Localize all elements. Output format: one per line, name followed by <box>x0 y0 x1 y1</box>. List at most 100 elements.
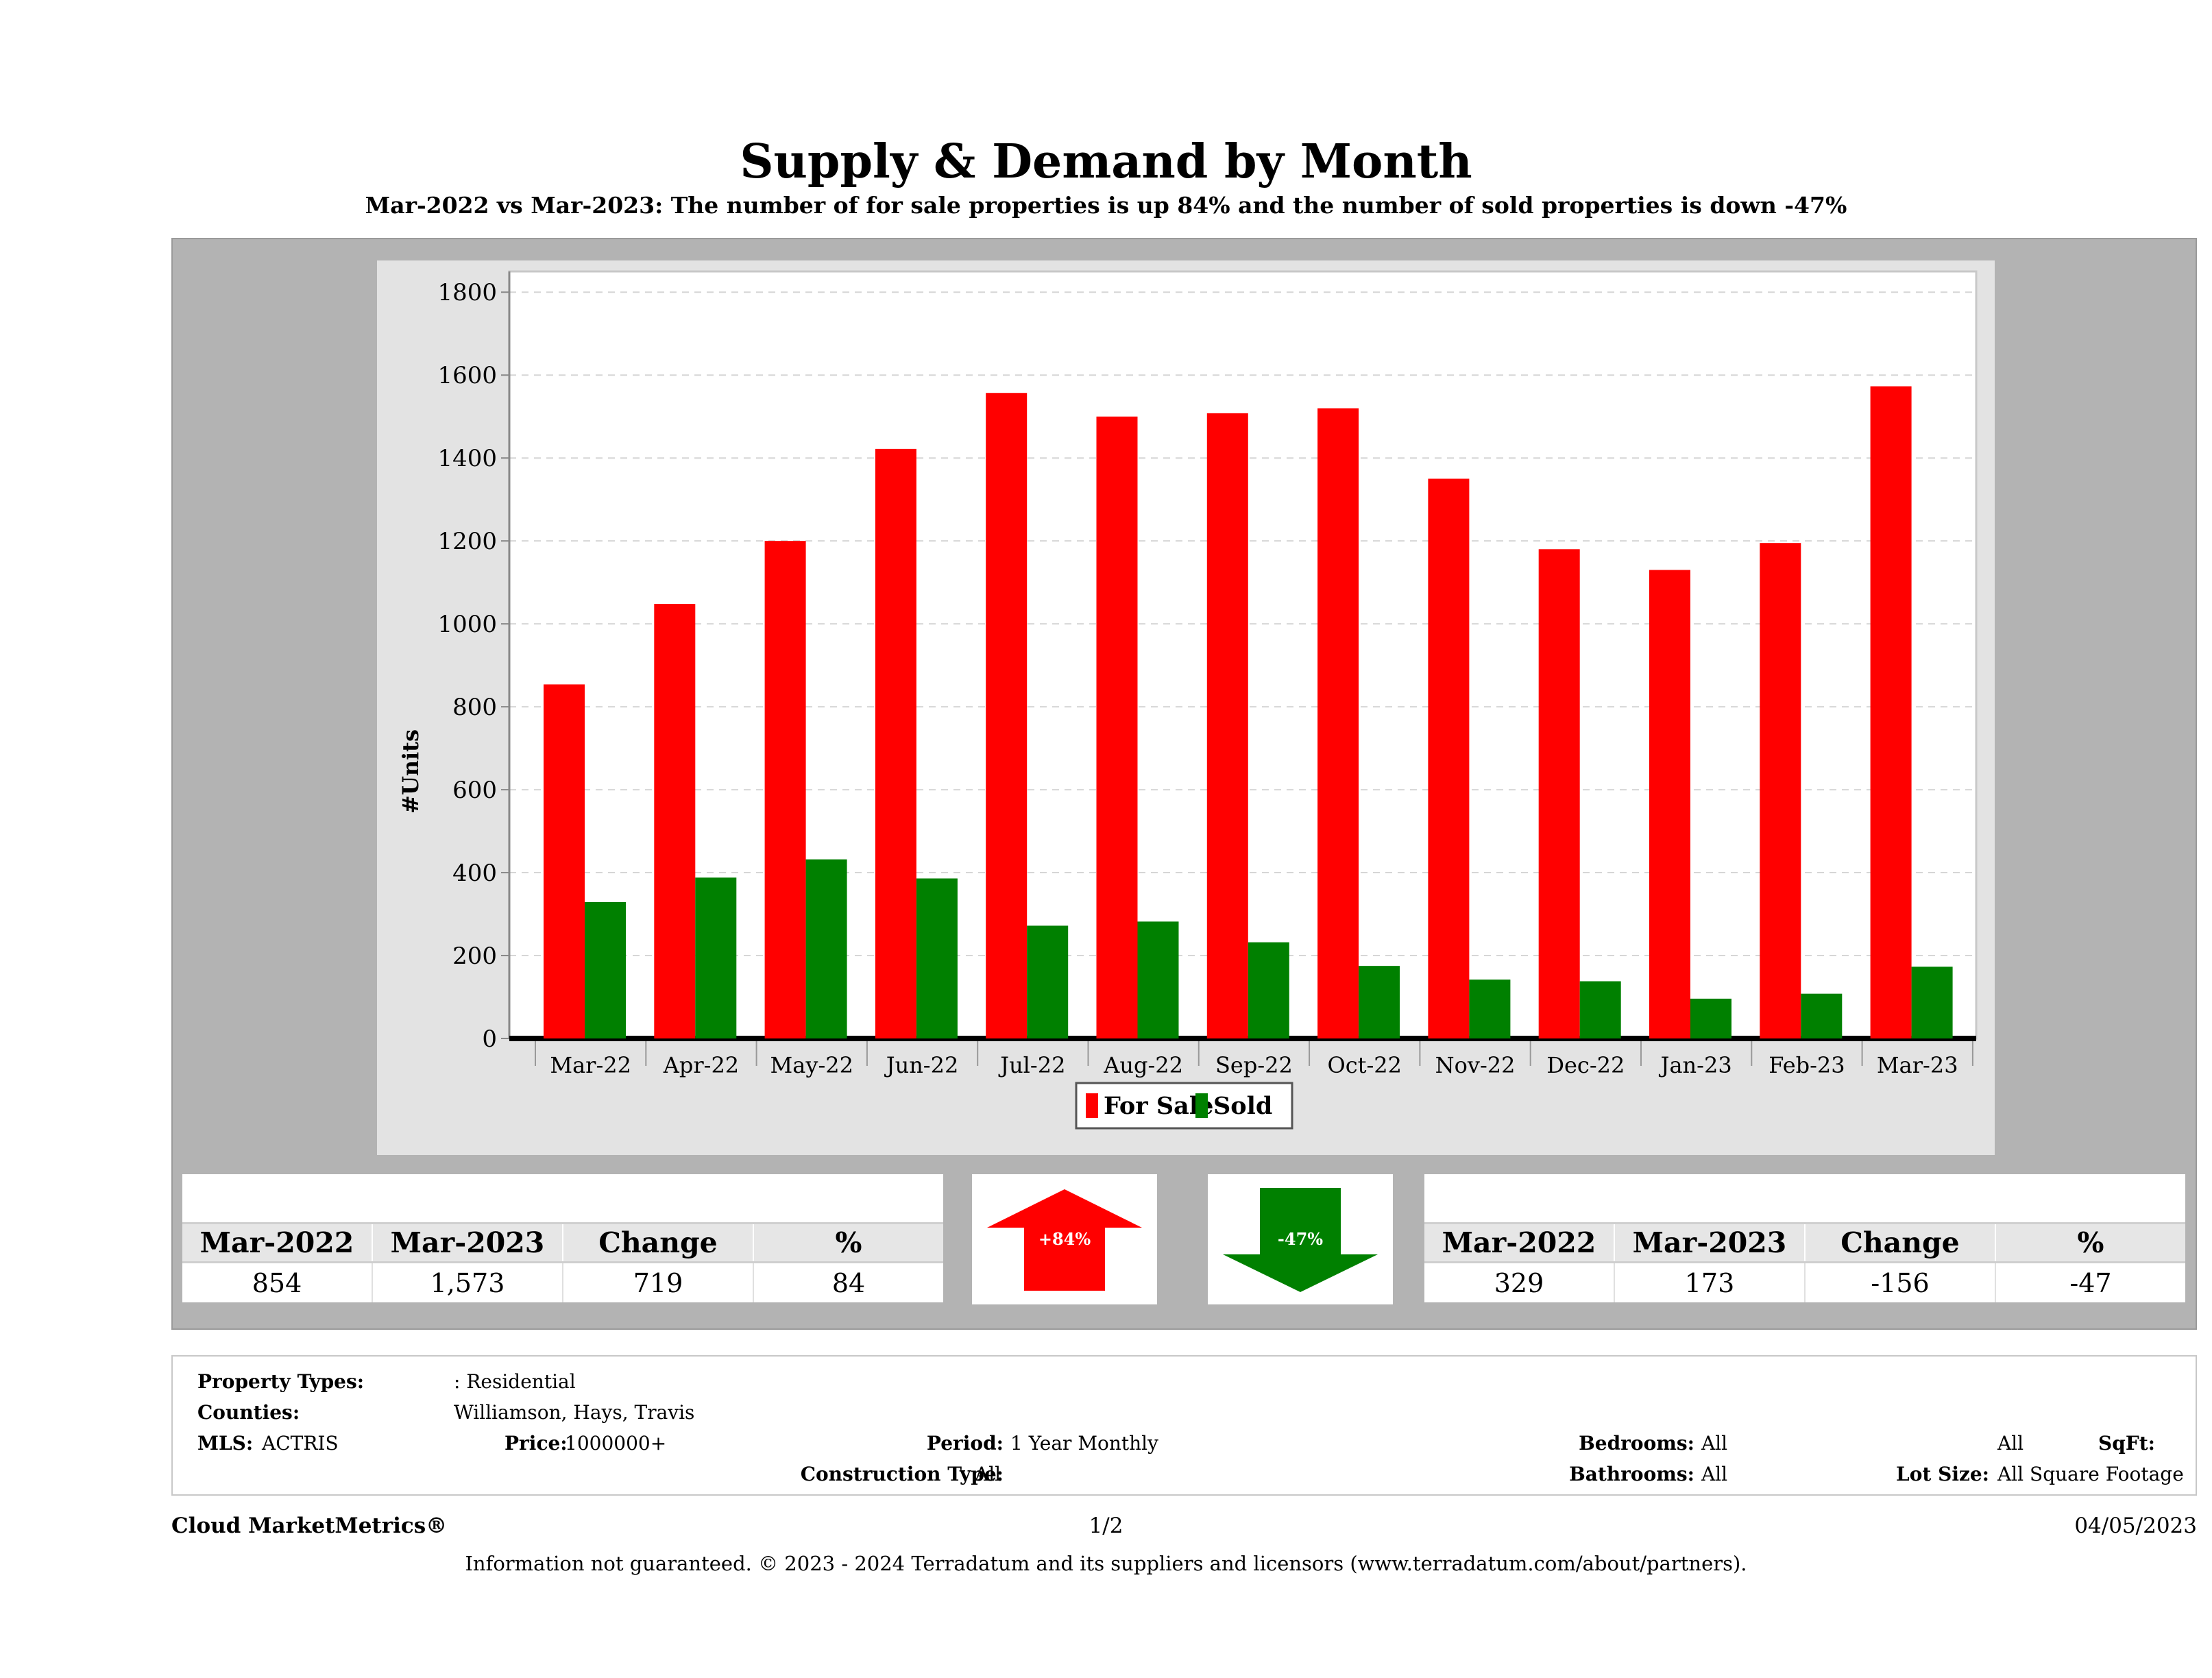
report-subtitle: Mar-2022 vs Mar-2023: The number of for … <box>365 192 1847 219</box>
mls-label: MLS: <box>197 1432 254 1455</box>
value-cell: 1,573 <box>372 1263 562 1302</box>
for-sale-stats-table: Mar-2022 Mar-2023 Change % 854 1,573 719… <box>182 1174 943 1302</box>
legend-label: Sold <box>1213 1092 1272 1120</box>
bar-sold <box>1469 980 1511 1038</box>
bar-sold <box>1690 998 1731 1038</box>
x-tick-label: Mar-22 <box>550 1052 631 1078</box>
x-tick-label: Jul-22 <box>998 1052 1065 1078</box>
legend-label: For Sale <box>1104 1092 1213 1120</box>
x-tick-label: Oct-22 <box>1327 1052 1402 1078</box>
bar-for-sale <box>1760 543 1801 1038</box>
supply-demand-bar-chart: 0 200 400 600 800 1000 1200 1400 1600 1800 #Units M… <box>398 270 1978 1130</box>
property-types-value: : Residential <box>454 1370 576 1393</box>
legend-swatch <box>1195 1093 1208 1118</box>
value-cell: 329 <box>1494 1267 1544 1298</box>
table-header-row: Mar-2022 Mar-2023 Change % <box>182 1222 943 1263</box>
up-arrow-icon <box>987 1189 1142 1291</box>
y-tick-label: 1600 <box>437 362 497 389</box>
x-tick-label: Dec-22 <box>1546 1052 1625 1078</box>
bar-for-sale <box>1538 549 1580 1038</box>
sold-stats-table: Mar-2022 Mar-2023 Change % 329 173 -156 … <box>1424 1174 2185 1302</box>
table-header-row: Mar-2022 Mar-2023 Change % <box>1424 1222 2185 1263</box>
construction-type-label: Construction Type: <box>800 1463 1004 1485</box>
header-cell: Mar-2022 <box>199 1226 354 1259</box>
y-tick-label: 600 <box>452 777 497 804</box>
value-cell: -47 <box>1995 1263 2185 1302</box>
sqft-label: SqFt: <box>2098 1432 2155 1455</box>
y-tick-label: 200 <box>452 943 497 970</box>
y-tick-label: 1200 <box>437 528 497 555</box>
disclaimer: Information not guaranteed. © 2023 - 202… <box>465 1552 1747 1575</box>
y-tick-label: 1400 <box>437 445 497 472</box>
property-types-label: Property Types: <box>197 1370 365 1393</box>
chart-frame: 0 200 400 600 800 1000 1200 1400 1600 1800 #Units M… <box>377 260 1995 1155</box>
down-arrow-icon <box>1223 1188 1378 1292</box>
x-tick-label: Aug-22 <box>1103 1052 1183 1078</box>
bar-sold <box>1027 925 1069 1038</box>
bar-for-sale <box>654 604 696 1038</box>
x-tick-label: Mar-23 <box>1877 1052 1958 1078</box>
bar-sold <box>916 878 958 1038</box>
y-tick-label: 800 <box>452 694 497 721</box>
bar-for-sale <box>875 448 916 1038</box>
bar-for-sale <box>986 393 1028 1038</box>
down-arrow-label: -47% <box>1278 1229 1323 1249</box>
bar-for-sale <box>1096 416 1138 1038</box>
bar-sold <box>1801 993 1843 1038</box>
header-cell: % <box>1995 1224 2185 1261</box>
price-label: Price: <box>505 1432 568 1455</box>
x-tick-label: May-22 <box>770 1052 853 1078</box>
bar-sold <box>1137 921 1179 1038</box>
mls-value: ACTRIS <box>262 1432 339 1455</box>
report-title: Supply & Demand by Month <box>740 134 1472 189</box>
bar-sold <box>805 859 847 1038</box>
bar-for-sale <box>1206 413 1248 1038</box>
lot-size-label: Lot Size: <box>1896 1463 1989 1485</box>
x-tick-label: Nov-22 <box>1435 1052 1516 1078</box>
counties-value: Williamson, Hays, Travis <box>454 1401 695 1424</box>
legend-box <box>1075 1082 1293 1130</box>
bedrooms-value: All <box>1701 1432 1728 1455</box>
value-cell: 719 <box>562 1263 753 1302</box>
bar-for-sale <box>1870 386 1912 1038</box>
bar-sold <box>585 901 626 1038</box>
brand-footer: Cloud MarketMetrics® <box>171 1513 448 1538</box>
table-row: 329 173 -156 -47 <box>1424 1263 2185 1302</box>
bar-for-sale <box>1428 478 1470 1038</box>
bar-sold <box>1911 966 1953 1038</box>
down-arrow-box: -47% <box>1208 1174 1393 1304</box>
page-number: 1/2 <box>1089 1513 1123 1538</box>
header-cell: Mar-2023 <box>1614 1224 1804 1261</box>
value-cell: 84 <box>753 1263 943 1302</box>
period-label: Period: <box>926 1432 1004 1455</box>
construction-type-value: All <box>975 1463 1001 1485</box>
bar-for-sale <box>1649 570 1690 1038</box>
table-row: 854 1,573 719 84 <box>182 1263 943 1302</box>
x-tick-label: Sep-22 <box>1215 1052 1293 1078</box>
legend-swatch <box>1086 1093 1098 1118</box>
bar-for-sale <box>544 684 585 1038</box>
bar-for-sale <box>764 541 806 1038</box>
y-tick-label: 400 <box>452 860 497 887</box>
table-blank-row <box>182 1174 943 1222</box>
x-tick-label: Jun-22 <box>884 1052 959 1078</box>
y-tick-label: 0 <box>482 1025 497 1053</box>
value-cell: -156 <box>1804 1263 1995 1302</box>
header-cell: % <box>753 1224 943 1261</box>
header-cell: Mar-2023 <box>372 1224 562 1261</box>
y-tick-label: 1800 <box>437 279 497 306</box>
x-tick-label: Jan-23 <box>1659 1052 1732 1078</box>
bar-sold <box>1579 981 1621 1038</box>
report-date: 04/05/2023 <box>2074 1513 2197 1538</box>
criteria-box: Property Types: : Residential Counties: … <box>171 1355 2197 1496</box>
period-value: 1 Year Monthly <box>1010 1432 1158 1455</box>
bar-sold <box>695 877 737 1038</box>
y-axis-label: #Units <box>398 729 424 814</box>
up-arrow-box: +84% <box>972 1174 1157 1304</box>
header-cell: Change <box>1804 1224 1995 1261</box>
x-tick-label: Feb-23 <box>1769 1052 1845 1078</box>
bathrooms-label: Bathrooms: <box>1569 1463 1694 1485</box>
header-cell: Mar-2022 <box>1442 1226 1596 1259</box>
bar-sold <box>1248 942 1289 1038</box>
up-arrow-label: +84% <box>1038 1229 1091 1249</box>
